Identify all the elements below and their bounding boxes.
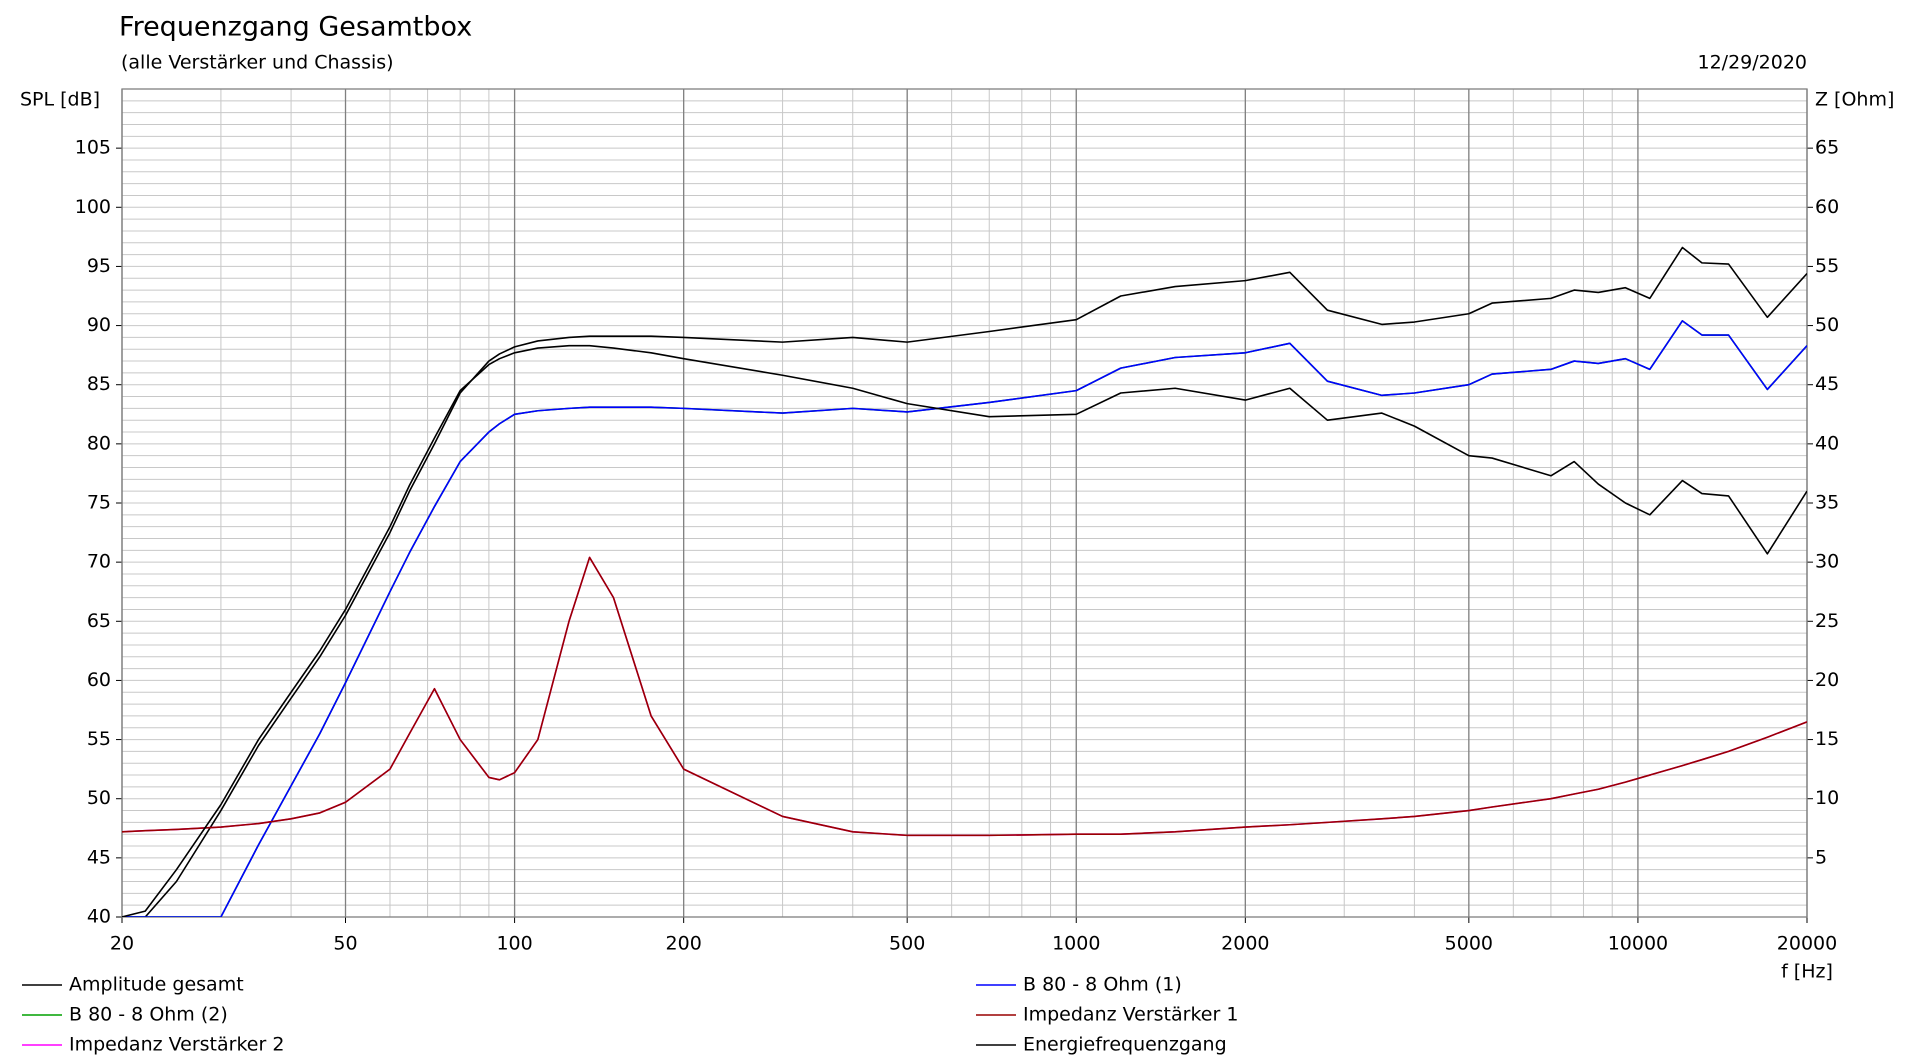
legend-label: Energiefrequenzgang [1023, 1034, 1227, 1056]
y-tick-label: 70 [87, 551, 111, 573]
legend-label: B 80 - 8 Ohm (1) [1023, 974, 1182, 996]
y-tick-label: 90 [87, 314, 111, 336]
y2-tick-label: 40 [1815, 432, 1839, 454]
y-tick-label: 50 [87, 787, 111, 809]
y2-tick-label: 20 [1815, 669, 1839, 691]
legend-label: B 80 - 8 Ohm (2) [69, 1004, 228, 1026]
y2-tick-label: 45 [1815, 373, 1839, 395]
y-tick-label: 55 [87, 728, 111, 750]
series-line [122, 344, 1807, 917]
x-tick-label: 50 [333, 933, 357, 955]
y2-tick-label: 15 [1815, 728, 1839, 750]
y2-tick-label: 65 [1815, 137, 1839, 159]
chart-date: 12/29/2020 [1697, 52, 1807, 74]
y-tick-label: 100 [75, 196, 111, 218]
x-tick-label: 10000 [1608, 933, 1668, 955]
y2-tick-label: 60 [1815, 196, 1839, 218]
plot-area [122, 246, 1807, 917]
y-tick-label: 105 [75, 137, 111, 159]
y2-axis-label: Z [Ohm] [1815, 89, 1894, 111]
x-tick-label: 5000 [1445, 933, 1493, 955]
y-tick-label: 40 [87, 906, 111, 928]
y2-tick-label: 50 [1815, 314, 1839, 336]
y-tick-label: 95 [87, 255, 111, 277]
y2-tick-label: 5 [1815, 846, 1827, 868]
plot-frame [121, 88, 1808, 918]
y-axis-label: SPL [dB] [20, 89, 100, 111]
x-tick-label: 20000 [1777, 933, 1837, 955]
y-tick-label: 75 [87, 492, 111, 514]
y-tick-label: 80 [87, 432, 111, 454]
chart-title: Frequenzgang Gesamtbox [119, 12, 472, 43]
series-line [122, 320, 1807, 917]
series-line [122, 556, 1807, 837]
legend-label: Impedanz Verstärker 1 [1023, 1004, 1238, 1026]
legend-label: Amplitude gesamt [69, 974, 244, 996]
x-tick-label: 100 [496, 933, 532, 955]
y2-tick-label: 30 [1815, 551, 1839, 573]
y-tick-label: 45 [87, 846, 111, 868]
y2-tick-label: 10 [1815, 787, 1839, 809]
x-axis-label: f [Hz] [1781, 961, 1833, 983]
x-tick-label: 20 [110, 933, 134, 955]
x-tick-label: 1000 [1052, 933, 1100, 955]
y2-tick-label: 25 [1815, 610, 1839, 632]
legend-label: Impedanz Verstärker 2 [69, 1034, 284, 1056]
x-tick-label: 2000 [1221, 933, 1269, 955]
y-tick-label: 65 [87, 610, 111, 632]
x-tick-label: 500 [889, 933, 925, 955]
y2-tick-label: 35 [1815, 492, 1839, 514]
series-line [122, 320, 1807, 917]
y-tick-label: 85 [87, 373, 111, 395]
series-line [122, 556, 1807, 837]
y2-tick-label: 55 [1815, 255, 1839, 277]
y-tick-label: 60 [87, 669, 111, 691]
x-tick-label: 200 [666, 933, 702, 955]
series-line [122, 246, 1807, 917]
chart-subtitle: (alle Verstärker und Chassis) [121, 52, 394, 74]
